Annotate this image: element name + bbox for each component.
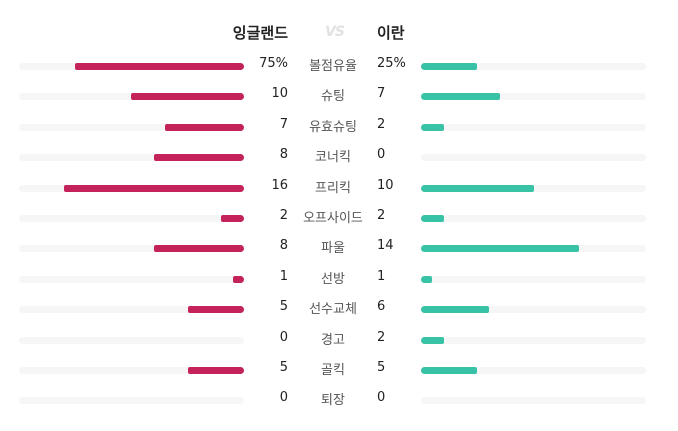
- home-stat-track: [19, 245, 244, 253]
- stat-label: 오프사이드: [303, 211, 363, 226]
- away-stat-track: [421, 215, 646, 222]
- home-team-name: 잉글랜드: [232, 24, 288, 42]
- stat-label: 퇴장: [321, 393, 345, 409]
- home-stat-bar: [188, 367, 244, 374]
- away-stat-value: 0: [377, 147, 386, 163]
- away-stat-bar: [421, 275, 432, 283]
- stat-label: 슈팅: [321, 89, 345, 105]
- away-stat-value: 2: [377, 116, 386, 132]
- away-stat-track: [421, 154, 646, 162]
- away-stat-track: [421, 63, 646, 70]
- home-stat-bar: [64, 184, 244, 192]
- stat-row: 5 골킥 5: [0, 355, 678, 385]
- stat-label: 볼점유율: [309, 59, 357, 74]
- stat-label: 프리킥: [315, 180, 351, 196]
- stat-row: 10 슈팅 7: [0, 81, 678, 111]
- home-stat-value: 8: [279, 147, 288, 163]
- away-team-name: 이란: [377, 24, 405, 42]
- away-stat-value: 14: [377, 238, 394, 254]
- home-stat-track: [19, 154, 244, 162]
- stat-label: 유효슈팅: [309, 119, 357, 135]
- away-stat-value: 25%: [377, 56, 406, 71]
- home-stat-track: [19, 336, 244, 344]
- home-stat-value: 5: [279, 299, 288, 315]
- stat-row: 0 경고 2: [0, 325, 678, 355]
- home-stat-bar: [154, 154, 244, 162]
- away-stat-bar: [421, 306, 489, 314]
- stat-row: 8 코너킥 0: [0, 142, 678, 172]
- home-stat-value: 5: [279, 360, 288, 375]
- home-stat-value: 8: [279, 238, 288, 254]
- away-stat-value: 7: [377, 86, 386, 102]
- home-stat-value: 75%: [259, 56, 288, 71]
- stat-label: 파울: [321, 241, 345, 257]
- vs-label: VS: [325, 24, 345, 40]
- stat-label: 선수교체: [309, 302, 357, 318]
- away-stat-value: 2: [377, 208, 386, 223]
- home-stat-value: 0: [279, 390, 288, 406]
- home-stat-track: [19, 123, 244, 131]
- home-stat-track: [19, 184, 244, 192]
- away-stat-value: 1: [377, 268, 386, 284]
- away-stat-bar: [421, 367, 477, 374]
- away-stat-track: [421, 93, 646, 101]
- away-stat-track: [421, 275, 646, 283]
- stat-row: 5 선수교체 6: [0, 294, 678, 324]
- stat-label: 경고: [321, 332, 345, 348]
- home-stat-value: 2: [279, 208, 288, 223]
- home-stat-bar: [221, 215, 244, 222]
- away-stat-track: [421, 397, 646, 405]
- away-stat-track: [421, 306, 646, 314]
- home-stat-value: 1: [279, 268, 288, 284]
- home-stat-bar: [233, 275, 244, 283]
- home-stat-bar: [188, 306, 244, 314]
- away-stat-bar: [421, 184, 534, 192]
- away-stat-track: [421, 123, 646, 131]
- home-stat-value: 0: [279, 329, 288, 345]
- away-stat-value: 6: [377, 299, 386, 315]
- away-stat-value: 10: [377, 177, 394, 193]
- away-stat-bar: [421, 245, 579, 253]
- stat-label: 코너킥: [315, 150, 351, 166]
- away-stat-bar: [421, 63, 477, 70]
- stat-row: 2 오프사이드 2: [0, 203, 678, 233]
- away-stat-track: [421, 367, 646, 374]
- home-stat-value: 7: [279, 116, 288, 132]
- stat-row: 8 파울 14: [0, 233, 678, 263]
- away-stat-track: [421, 184, 646, 192]
- home-stat-track: [19, 397, 244, 405]
- stat-row: 75% 볼점유율 25%: [0, 51, 678, 81]
- away-stat-bar: [421, 93, 500, 101]
- away-stat-value: 2: [377, 329, 386, 345]
- home-stat-track: [19, 306, 244, 314]
- home-stat-track: [19, 63, 244, 70]
- home-stat-bar: [154, 245, 244, 253]
- home-stat-bar: [75, 63, 244, 70]
- away-stat-value: 5: [377, 360, 386, 375]
- stat-label: 골킥: [321, 363, 345, 378]
- home-stat-track: [19, 367, 244, 374]
- away-stat-track: [421, 336, 646, 344]
- home-stat-track: [19, 93, 244, 101]
- stat-row: 1 선방 1: [0, 264, 678, 294]
- away-stat-bar: [421, 123, 444, 131]
- stat-row: 0 퇴장 0: [0, 385, 678, 415]
- home-stat-value: 10: [271, 86, 288, 102]
- stat-row: 16 프리킥 10: [0, 173, 678, 203]
- stat-label: 선방: [321, 271, 345, 287]
- away-stat-value: 0: [377, 390, 386, 406]
- away-stat-bar: [421, 336, 444, 344]
- home-stat-track: [19, 215, 244, 222]
- home-stat-value: 16: [271, 177, 288, 193]
- away-stat-track: [421, 245, 646, 253]
- stat-row: 7 유효슈팅 2: [0, 112, 678, 142]
- home-stat-bar: [165, 123, 244, 131]
- home-stat-bar: [131, 93, 244, 101]
- away-stat-bar: [421, 215, 444, 222]
- home-stat-track: [19, 275, 244, 283]
- match-header: 잉글랜드 VS 이란: [0, 22, 678, 50]
